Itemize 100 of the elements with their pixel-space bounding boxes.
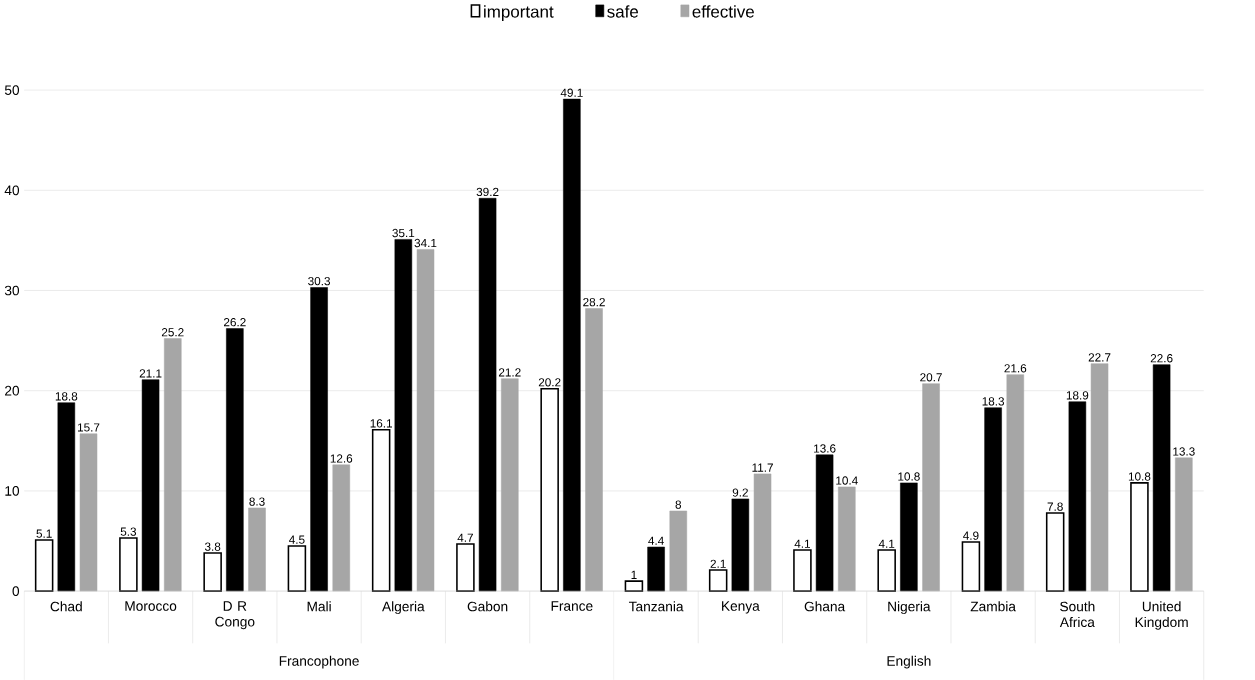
x-tick-label: Kenya bbox=[722, 601, 760, 614]
bar bbox=[394, 239, 413, 592]
data-label: 4.1 bbox=[794, 539, 811, 548]
y-tick-label: 40 bbox=[4, 185, 20, 196]
bar bbox=[416, 249, 435, 592]
data-label: 8 bbox=[675, 500, 682, 509]
bar bbox=[984, 407, 1002, 592]
x-tick-label: Morocco bbox=[125, 601, 177, 611]
x-tick-label: Zambia bbox=[970, 601, 1016, 612]
text: English bbox=[887, 655, 931, 669]
bar bbox=[540, 387, 559, 592]
data-label: 18.8 bbox=[55, 392, 78, 401]
bar bbox=[332, 464, 351, 592]
data-label: 4.5 bbox=[289, 535, 305, 544]
data-label: 35.1 bbox=[392, 228, 415, 238]
data-label: 13.6 bbox=[814, 444, 836, 453]
data-label: 4.4 bbox=[648, 536, 664, 545]
bar bbox=[203, 552, 222, 592]
data-label: 10.4 bbox=[836, 476, 858, 485]
bar bbox=[501, 378, 519, 592]
legend-label: safe bbox=[607, 5, 639, 18]
data-label: 25.2 bbox=[161, 328, 184, 337]
bar bbox=[79, 433, 98, 592]
x-tick-label: Gabon bbox=[467, 601, 508, 612]
y-tick-label: 30 bbox=[4, 285, 20, 296]
x-tick-label: Ghana bbox=[804, 601, 846, 612]
bar bbox=[119, 537, 138, 592]
data-label: 49.1 bbox=[560, 88, 583, 97]
x-tick-label: Nigeria bbox=[888, 601, 931, 615]
x-tick-label: Mali bbox=[307, 601, 331, 612]
data-label: 4.9 bbox=[963, 531, 979, 540]
data-label: 7.8 bbox=[1047, 502, 1063, 511]
data-label: 3.8 bbox=[204, 542, 221, 551]
data-label: 2.1 bbox=[710, 559, 726, 568]
data-label: 4.7 bbox=[457, 533, 473, 542]
bar bbox=[838, 486, 856, 592]
data-label: 18.3 bbox=[982, 397, 1005, 406]
y-tick-label: 0 bbox=[12, 586, 20, 596]
bar bbox=[1175, 457, 1193, 592]
data-label: 26.2 bbox=[224, 317, 246, 327]
bar bbox=[141, 379, 160, 592]
data-label: 22.7 bbox=[1088, 353, 1111, 362]
y-tick-label: 20 bbox=[5, 385, 20, 396]
x-tick-label: Tanzania bbox=[628, 601, 684, 612]
bar bbox=[877, 549, 896, 592]
bar bbox=[371, 428, 391, 592]
data-label: 4.1 bbox=[878, 539, 895, 548]
data-label: 8.3 bbox=[249, 497, 265, 506]
x-tick-label: D R Congo bbox=[215, 601, 255, 630]
bar bbox=[753, 473, 772, 592]
y-tick-label: 10 bbox=[5, 486, 20, 496]
bar bbox=[731, 498, 750, 592]
bar bbox=[34, 539, 54, 592]
data-label: 10.8 bbox=[1128, 472, 1151, 481]
x-tick-label: United Kingdom bbox=[1135, 601, 1188, 630]
data-label: 21.6 bbox=[1004, 364, 1027, 373]
bar bbox=[1130, 482, 1149, 592]
x-tick-label: South Africa bbox=[1059, 601, 1095, 627]
legend-label: important bbox=[484, 5, 554, 21]
data-label: 11.7 bbox=[752, 463, 773, 472]
bar bbox=[164, 338, 182, 592]
bar bbox=[226, 328, 244, 592]
x-tick-label: Algeria bbox=[382, 601, 425, 615]
bar bbox=[310, 287, 328, 592]
bar bbox=[1068, 401, 1087, 592]
bar bbox=[1090, 363, 1109, 592]
data-label: 34.1 bbox=[414, 238, 437, 248]
data-label: 15.7 bbox=[77, 423, 100, 432]
bar bbox=[1045, 512, 1065, 592]
data-label: 30.3 bbox=[308, 276, 330, 286]
bar bbox=[669, 510, 688, 592]
data-label: 21.1 bbox=[139, 369, 162, 378]
bar bbox=[961, 541, 981, 592]
y-tick-label: 50 bbox=[4, 85, 20, 95]
bar bbox=[248, 507, 266, 592]
bar bbox=[585, 308, 603, 592]
data-label: 20.7 bbox=[920, 373, 942, 382]
x-tick-label: France bbox=[551, 601, 593, 611]
data-label: 22.6 bbox=[1150, 354, 1173, 363]
data-label: 5.3 bbox=[120, 527, 137, 536]
data-label: 10.8 bbox=[898, 472, 920, 481]
bar bbox=[563, 98, 581, 592]
bar bbox=[1006, 374, 1025, 592]
bar bbox=[1152, 364, 1171, 592]
data-label: 16.1 bbox=[370, 419, 393, 428]
data-label: 13.3 bbox=[1173, 447, 1195, 456]
data-label: 12.6 bbox=[330, 454, 353, 463]
data-label: 21.2 bbox=[498, 368, 521, 377]
bar bbox=[815, 454, 834, 592]
bar bbox=[900, 482, 918, 592]
bar bbox=[647, 546, 665, 592]
bar bbox=[708, 569, 728, 592]
bar bbox=[922, 383, 940, 592]
text: Francophone bbox=[279, 655, 359, 669]
data-label: 5.1 bbox=[36, 529, 52, 538]
bar bbox=[287, 545, 307, 592]
data-label: 1 bbox=[631, 570, 637, 579]
bar bbox=[478, 198, 497, 592]
bar bbox=[456, 543, 475, 592]
data-label: 9.2 bbox=[732, 488, 748, 497]
